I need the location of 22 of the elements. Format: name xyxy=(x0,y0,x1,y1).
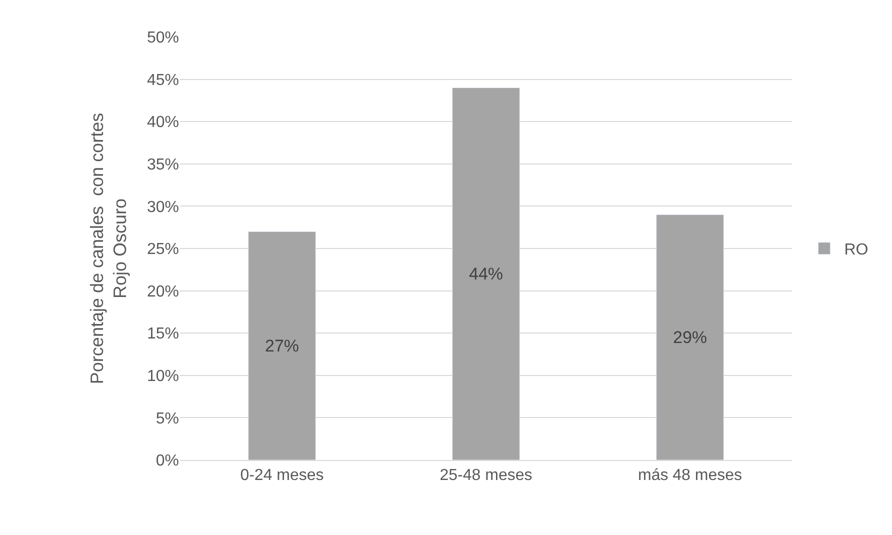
data-label: 27% xyxy=(264,336,300,356)
y-axis-title: Porcentaje de canales con cortes Rojo Oscuro xyxy=(86,112,130,384)
legend-label: RO xyxy=(844,242,868,259)
y-tick-label: 15% xyxy=(146,326,179,343)
y-tick-label: 50% xyxy=(146,30,179,47)
bar xyxy=(248,231,316,460)
y-tick-label: 0% xyxy=(156,452,179,470)
y-tick-label: 5% xyxy=(156,410,179,428)
y-tick-label: 30% xyxy=(146,198,179,216)
y-tick-label: 10% xyxy=(146,368,179,385)
y-tick-label: 25% xyxy=(146,241,179,258)
x-tick-label: más 48 meses xyxy=(638,467,742,484)
y-tick-label: 45% xyxy=(146,72,179,89)
x-tick-label: 0-24 meses xyxy=(240,467,324,484)
y-tick-label: 35% xyxy=(146,156,179,174)
bar xyxy=(656,214,724,460)
data-label: 44% xyxy=(468,264,504,284)
y-tick-label: 40% xyxy=(146,114,179,132)
y-tick-label: 20% xyxy=(146,283,179,300)
x-tick-label: 25-48 meses xyxy=(440,467,532,484)
bar xyxy=(452,88,520,460)
data-label: 29% xyxy=(672,328,708,347)
